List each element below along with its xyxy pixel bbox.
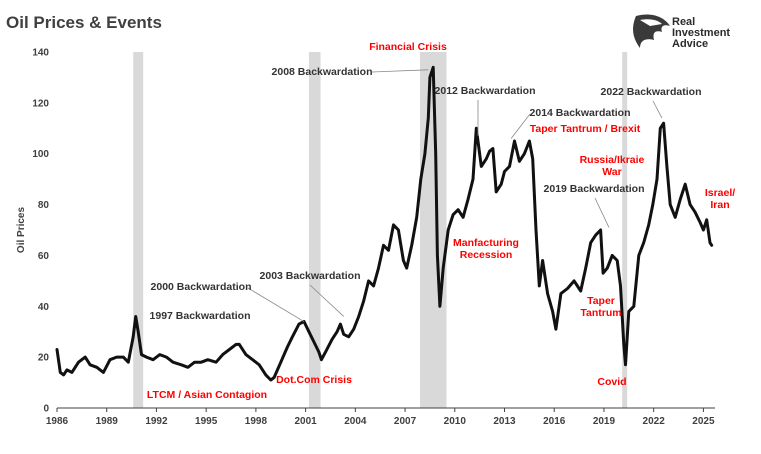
y-tick-label: 120: [32, 98, 49, 109]
x-tick-label: 2025: [692, 416, 715, 427]
series-group: [55, 65, 714, 382]
y-tick-label: 60: [38, 251, 50, 262]
eagle-head-icon: [633, 14, 670, 48]
annotation-label: Russia/Ikraie War: [580, 154, 645, 178]
annotation-leader: [247, 287, 305, 322]
brand-logo: Real Investment Advice: [633, 14, 730, 50]
series-line-oil-price: [55, 65, 714, 382]
y-tick-label: 100: [32, 149, 49, 160]
annotations: Financial Crisis 2008 Backwardation 2012 B…: [147, 41, 735, 401]
annotation-label: Taper Tantrum / Brexit: [530, 123, 641, 135]
x-tick-label: 1992: [145, 416, 168, 427]
x-tick-label: 2013: [493, 416, 516, 427]
annotation-label: Taper Tantrum: [580, 295, 621, 319]
annotation-label: Financial Crisis: [369, 41, 447, 53]
x-tick-label: 1998: [245, 416, 268, 427]
annotation-label: Israel/Iran: [705, 187, 735, 211]
recession-band-3: [622, 52, 628, 408]
annotation-leader: [510, 113, 531, 139]
recession-band-0: [133, 52, 144, 408]
recession-band-1: [308, 52, 321, 408]
annotation-label: Manfacturing Recession: [453, 237, 519, 261]
annotation-label: 2008 Backwardation: [272, 66, 373, 78]
annotation-leader: [652, 100, 663, 119]
annotation-label: 2000 Backwardation: [151, 281, 252, 293]
y-tick-label: 140: [32, 48, 49, 59]
annotation-label: 2012 Backwardation: [435, 85, 536, 97]
x-tick-label: 1989: [96, 416, 119, 427]
x-tick-label: 1995: [195, 416, 218, 427]
x-tick-label: 2022: [643, 416, 666, 427]
brand-line-1: Real: [672, 16, 695, 28]
brand-line-2: Investment: [672, 27, 730, 39]
annotation-label: 2003 Backwardation: [260, 270, 361, 282]
y-tick-label: 0: [43, 404, 49, 415]
x-tick-label: 2016: [543, 416, 566, 427]
annotation-label: Dot.Com Crisis: [276, 374, 352, 386]
annotation-label: 1997 Backwardation: [150, 310, 251, 322]
x-tick-label: 2010: [444, 416, 467, 427]
y-tick-label: 40: [38, 302, 50, 313]
annotation-label: 2014 Backwardation: [530, 107, 631, 119]
x-axis-ticks: 1986 1989 1992 1995 1998 2001 2004 2007 2010 2013…: [46, 408, 715, 427]
annotation-leader: [594, 197, 610, 228]
y-axis-label: Oil Prices: [16, 206, 27, 253]
annotation-leader: [371, 69, 429, 73]
x-tick-label: 2001: [294, 416, 317, 427]
x-tick-label: 2007: [394, 416, 417, 427]
annotation-leader: [309, 284, 345, 317]
x-tick-label: 2004: [344, 416, 367, 427]
annotation-label: Covid: [597, 376, 626, 388]
annotation-label: LTCM / Asian Contagion: [147, 389, 267, 401]
y-tick-label: 80: [38, 200, 50, 211]
y-axis-ticks: 0 20 40 60 80 100 120 140: [32, 48, 49, 415]
chart-title: Oil Prices & Events: [6, 13, 162, 32]
x-tick-label: 2019: [593, 416, 616, 427]
brand-line-3: Advice: [672, 38, 708, 50]
annotation-label: 2022 Backwardation: [601, 86, 702, 98]
y-tick-label: 20: [38, 353, 50, 364]
annotation-label: 2019 Backwardation: [544, 183, 645, 195]
x-tick-label: 1986: [46, 416, 69, 427]
